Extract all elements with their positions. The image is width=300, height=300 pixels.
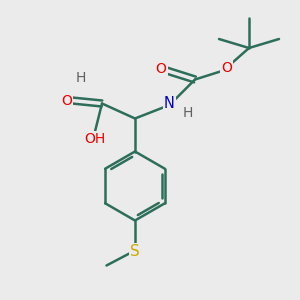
Text: N: N bbox=[164, 96, 175, 111]
Text: S: S bbox=[130, 244, 140, 260]
Text: O: O bbox=[221, 61, 232, 74]
Text: O: O bbox=[61, 94, 72, 107]
Text: OH: OH bbox=[84, 132, 105, 146]
Text: H: H bbox=[182, 106, 193, 119]
Text: O: O bbox=[156, 62, 167, 76]
Text: H: H bbox=[76, 71, 86, 85]
